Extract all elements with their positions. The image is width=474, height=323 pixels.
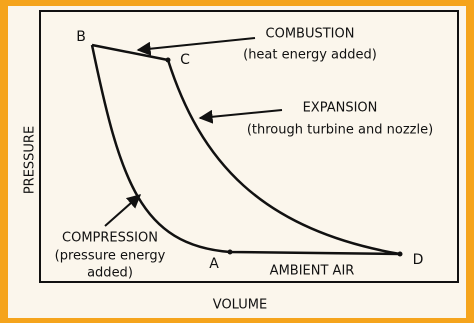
point (227, 249, 233, 255)
annotation-title: COMPRESSION (62, 231, 158, 246)
annotation-detail: (heat energy added) (243, 48, 377, 63)
annotation-title: COMBUSTION (266, 27, 355, 42)
plot-border (39, 10, 459, 283)
annotation-detail: (pressure energy (55, 249, 166, 264)
point-label: D (413, 252, 424, 268)
background (8, 6, 466, 318)
annotation-title: EXPANSION (303, 101, 378, 116)
x-axis-label: VOLUME (213, 298, 267, 313)
annotation-detail: added) (87, 266, 133, 281)
arrow (104, 194, 142, 227)
point (397, 251, 403, 257)
point-label: C (180, 52, 190, 68)
compression-curve (90, 44, 401, 256)
combustion-line (91, 43, 169, 62)
point (165, 57, 171, 63)
point-label: B (76, 29, 86, 45)
arrow (198, 109, 283, 124)
annotation-title: AMBIENT AIR (270, 264, 355, 279)
expansion-curve (166, 59, 401, 256)
point-label: A (209, 256, 219, 272)
arrow (136, 37, 256, 56)
annotation-detail: (through turbine and nozzle) (247, 123, 433, 138)
y-axis-label: PRESSURE (23, 126, 38, 194)
